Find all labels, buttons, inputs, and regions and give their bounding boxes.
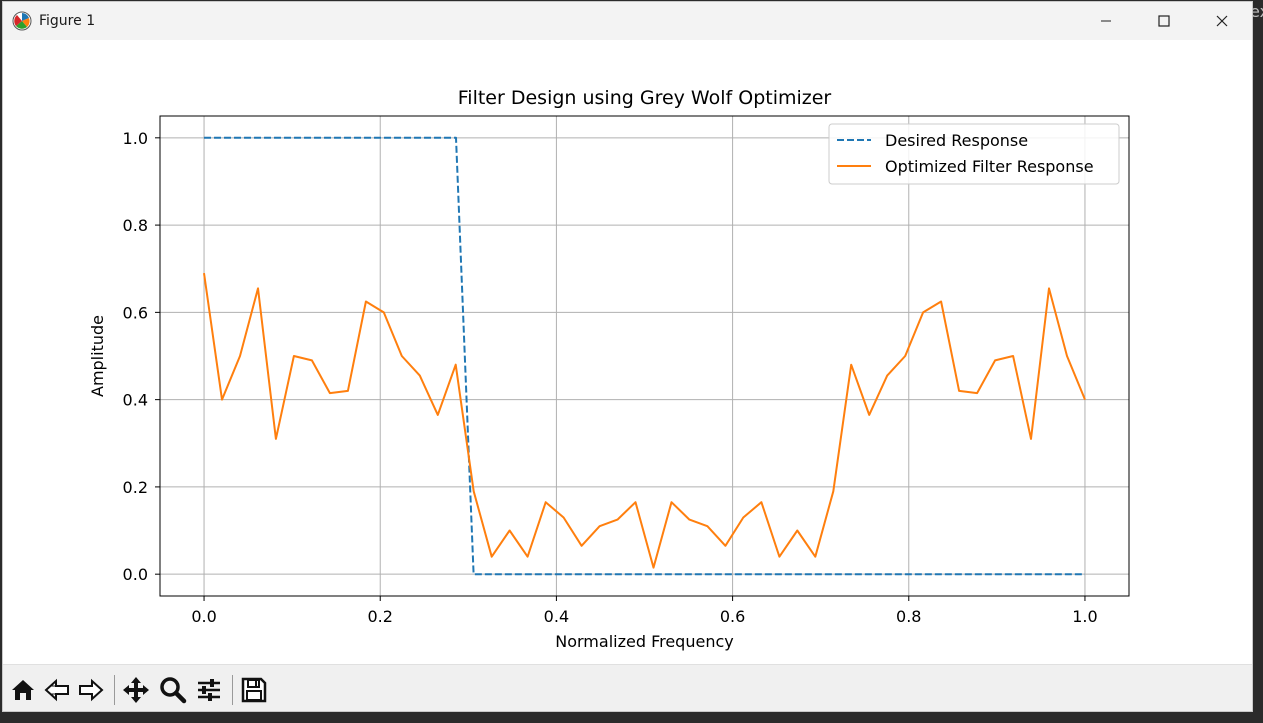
toolbar-separator — [114, 675, 115, 705]
legend-label: Optimized Filter Response — [885, 157, 1094, 176]
chart-title: Filter Design using Grey Wolf Optimizer — [458, 87, 832, 109]
y-tick-label: 0.8 — [123, 216, 148, 235]
title-bar: Figure 1 — [3, 2, 1252, 40]
legend: Desired Response Optimized Filter Respons… — [828, 123, 1120, 185]
back-button[interactable] — [42, 675, 72, 705]
x-tick-label: 0.2 — [368, 607, 393, 626]
zoom-icon — [160, 677, 187, 704]
ticks: 0.0 0.2 0.4 0.6 0.8 1.0 0.0 0.2 0.4 0.6 0.8 1.0 — [123, 129, 1098, 626]
series-line-2 — [203, 272, 1086, 569]
y-tick-label: 1.0 — [123, 129, 148, 148]
x-tick-label: 0.4 — [544, 607, 569, 626]
back-icon — [44, 678, 69, 702]
series-line-1 — [204, 136, 1085, 576]
background-text-fragment: ex — [1250, 2, 1263, 21]
configure-subplots-button[interactable] — [194, 675, 224, 705]
y-tick-label: 0.4 — [123, 391, 148, 410]
axes-frame — [159, 115, 1130, 597]
home-icon — [12, 680, 34, 700]
x-tick-label: 0.8 — [896, 607, 921, 626]
x-axis-label: Normalized Frequency — [555, 632, 733, 651]
grid-lines — [160, 116, 1129, 596]
save-button[interactable] — [239, 675, 269, 705]
legend-box — [828, 123, 1120, 185]
x-tick-label: 0.6 — [720, 607, 745, 626]
line-chart: 0.0 0.2 0.4 0.6 0.8 1.0 0.0 0.2 0.4 0.6 0.8 1.0 Fil… — [88, 87, 1130, 651]
toolbar-separator — [232, 675, 233, 705]
y-tick-label: 0.6 — [123, 303, 148, 322]
forward-icon — [79, 678, 104, 702]
maximize-button[interactable] — [1135, 2, 1193, 40]
figure-window: Figure 1 0.0 0.2 0.4 0.6 0.8 1.0 0.0 0.2 0.4 0.6 0… — [2, 1, 1253, 712]
window-title: Figure 1 — [39, 13, 96, 29]
series-layer — [203, 136, 1086, 576]
y-tick-label: 0.0 — [123, 565, 148, 584]
minimize-icon — [1101, 20, 1111, 22]
maximize-icon — [1158, 15, 1170, 27]
close-icon — [1216, 15, 1228, 27]
y-axis-label: Amplitude — [88, 315, 107, 397]
x-tick-label: 0.0 — [191, 607, 216, 626]
configure-subplots-icon — [198, 679, 220, 701]
legend-label: Desired Response — [885, 131, 1028, 150]
home-button[interactable] — [8, 675, 38, 705]
navigation-toolbar — [3, 664, 1252, 711]
figure-canvas[interactable]: 0.0 0.2 0.4 0.6 0.8 1.0 0.0 0.2 0.4 0.6 0.8 1.0 Fil… — [3, 40, 1252, 664]
close-button[interactable] — [1193, 2, 1251, 40]
forward-button[interactable] — [76, 675, 106, 705]
matplotlib-icon — [12, 11, 32, 31]
y-tick-label: 0.2 — [123, 478, 148, 497]
pan-icon — [123, 677, 149, 703]
save-icon — [241, 677, 267, 703]
x-tick-label: 1.0 — [1072, 607, 1097, 626]
pan-button[interactable] — [121, 675, 151, 705]
zoom-button[interactable] — [158, 675, 188, 705]
minimize-button[interactable] — [1077, 2, 1135, 40]
